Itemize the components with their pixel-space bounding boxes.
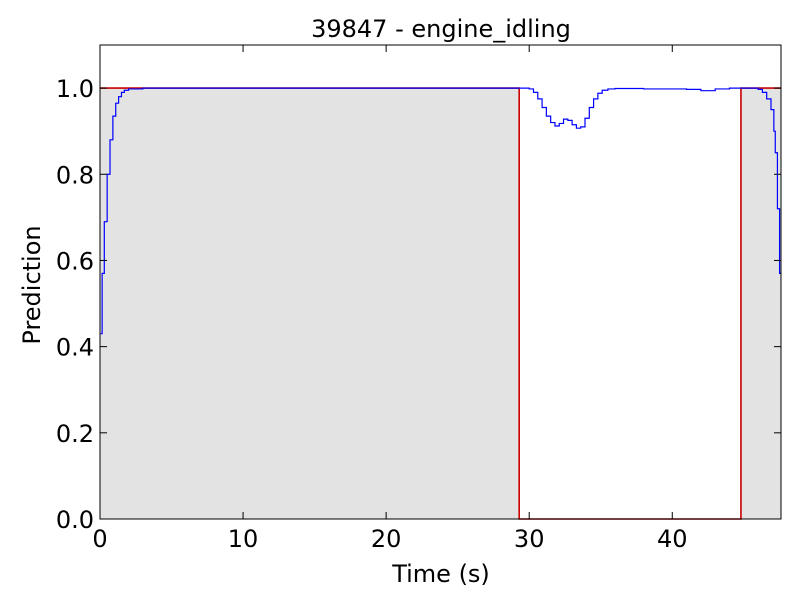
y-tick-label: 0.4 [56,334,94,362]
x-tick-label: 10 [228,525,259,553]
y-axis-ticks: 0.0 0.2 0.4 0.6 0.8 1.0 [56,75,781,534]
shaded-region-0 [100,88,520,519]
y-tick-label: 0.6 [56,247,94,275]
prediction-series [100,87,781,335]
shaded-region-1 [740,88,781,519]
y-tick-label: 1.0 [56,75,94,103]
prediction-line [100,87,781,335]
y-axis-label: Prediction [18,225,46,344]
chart-title: 39847 - engine_idling [311,15,571,43]
y-tick-label: 0.8 [56,161,94,189]
x-axis-label: Time (s) [391,560,490,588]
x-tick-label: 40 [657,525,688,553]
shaded-regions [100,88,781,519]
y-tick-label: 0.2 [56,420,94,448]
y-tick-label: 0.0 [56,506,94,534]
x-tick-label: 30 [514,525,545,553]
x-axis-ticks: 0 10 20 30 40 [92,45,688,553]
x-tick-label: 0 [92,525,107,553]
plot-frame [99,44,782,520]
x-tick-label: 20 [371,525,402,553]
